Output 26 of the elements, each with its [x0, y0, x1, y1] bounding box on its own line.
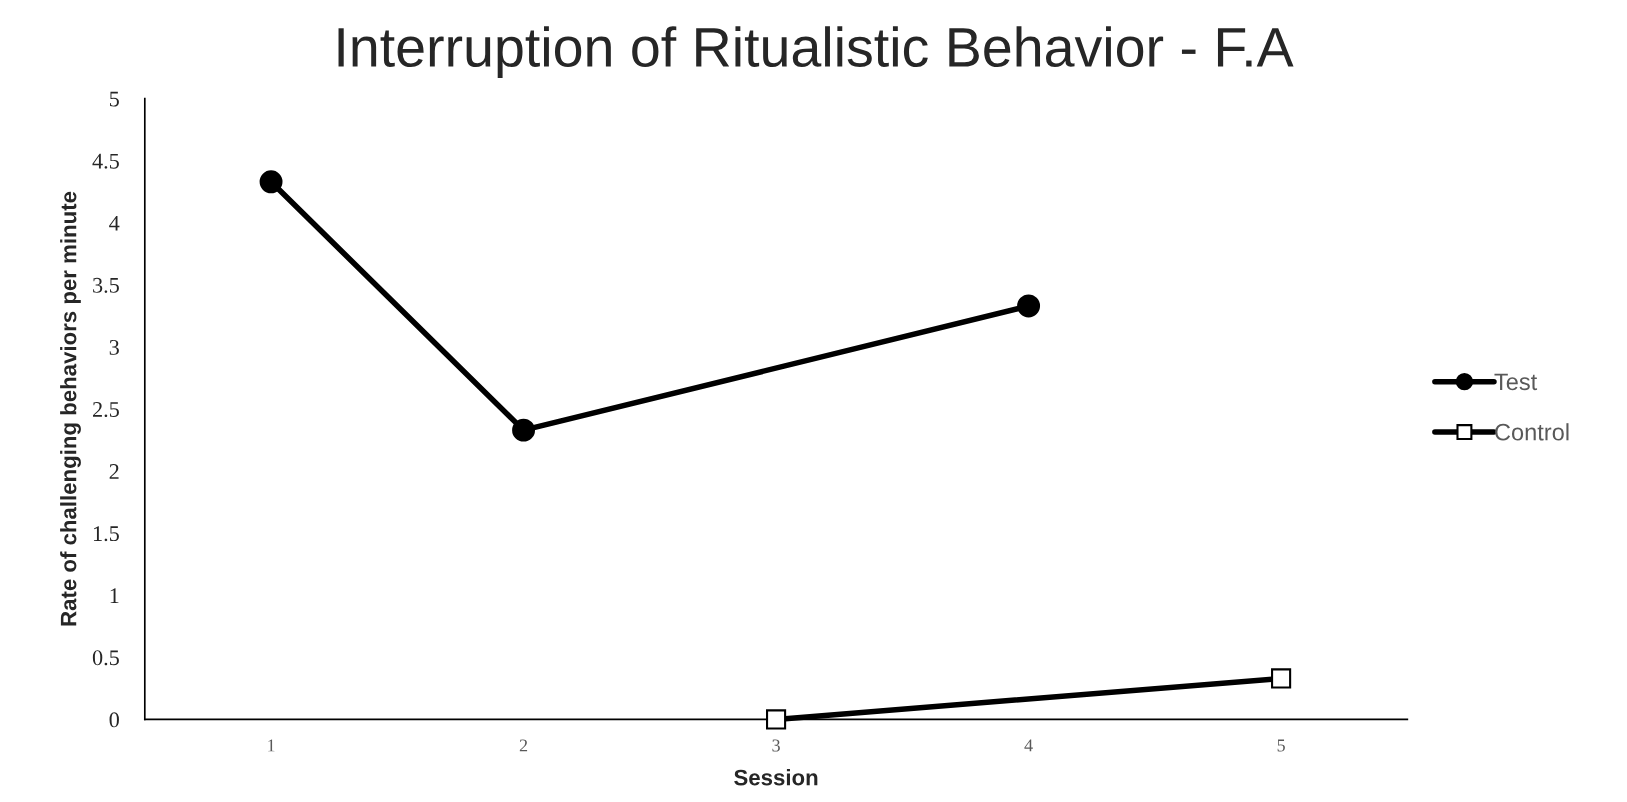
legend-label: Control: [1495, 423, 1569, 441]
y-tick-label: 5: [109, 91, 119, 107]
point: [512, 418, 536, 442]
y-tick-label: 3: [109, 339, 119, 355]
x-tick-label: 1: [268, 739, 275, 752]
x-tick-label: 3: [772, 739, 780, 752]
x-tick-label: 2: [519, 739, 528, 752]
y-tick-label: 3.5: [93, 277, 119, 293]
y-axis-title: Rate of challenging behaviors per minute: [60, 191, 81, 626]
chart-title: Interruption of Ritualistic Behavior - F.A: [338, 26, 1294, 79]
legend-label: Test: [1494, 373, 1538, 391]
y-tick-label: 2: [109, 464, 119, 479]
y-tick-label: 2.5: [93, 402, 119, 418]
y-tick-label: 4: [109, 215, 120, 231]
point: [1271, 668, 1292, 689]
y-tick-label: 0.5: [92, 650, 119, 666]
point: [259, 170, 283, 194]
y-tick-label: 0: [109, 712, 119, 728]
point: [1017, 294, 1041, 318]
y-tick-label: 1: [110, 588, 119, 603]
y-tick-label: 4.5: [92, 153, 119, 169]
y-tick-label: 1.5: [93, 526, 119, 542]
x-tick-label: 4: [1024, 739, 1033, 752]
x-tick-label: 5: [1277, 739, 1285, 752]
point: [766, 709, 787, 730]
x-axis-title: Session: [734, 769, 818, 786]
